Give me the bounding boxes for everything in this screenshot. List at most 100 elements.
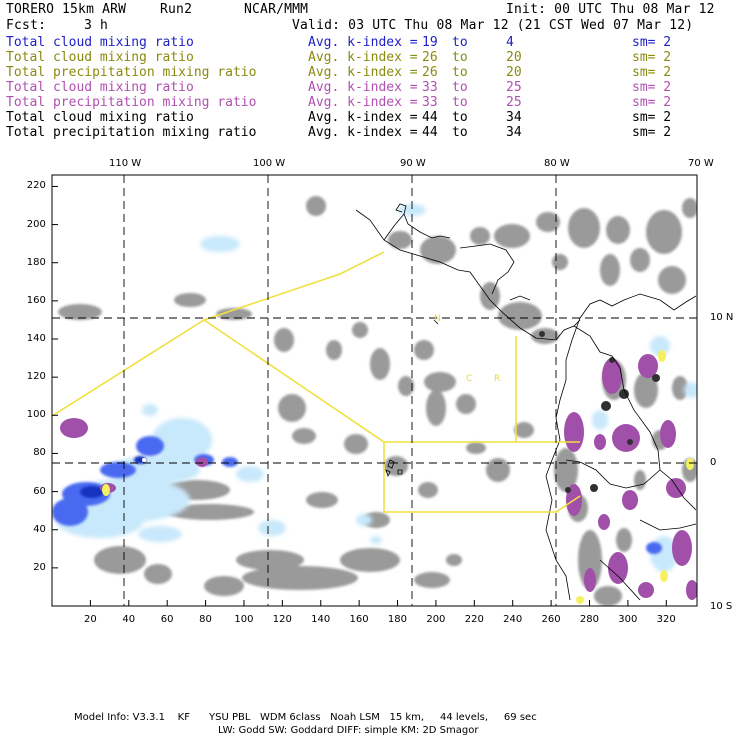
lat-label-0: 0 — [710, 457, 717, 468]
x-tick-label: 260 — [541, 614, 561, 625]
legend-to: to — [452, 95, 468, 110]
legend-to: to — [452, 125, 468, 140]
legend-k-end: 25 — [506, 95, 522, 110]
legend-field-name: Total cloud mixing ratio — [6, 110, 194, 125]
x-tick-label: 160 — [349, 614, 369, 625]
x-tick-label: 220 — [464, 614, 484, 625]
init-time: Init: 00 UTC Thu 08 Mar 12 — [506, 2, 715, 17]
map-fields — [52, 175, 697, 606]
map-border — [51, 174, 698, 607]
legend-avg-label: Avg. k-index = — [308, 95, 418, 110]
legend-k-end: 34 — [506, 110, 522, 125]
y-tick-label: 160 — [26, 294, 46, 306]
legend-k-end: 34 — [506, 125, 522, 140]
country-label-rica: R — [494, 374, 501, 384]
x-tick-label: 40 — [122, 614, 136, 625]
y-tick-label: 20 — [33, 561, 46, 573]
legend-k-start: 33 — [422, 80, 438, 95]
y-tick-label: 60 — [33, 485, 46, 497]
x-tick-label: 240 — [503, 614, 523, 625]
x-tick-label: 320 — [656, 614, 676, 625]
valid-time: Valid: 03 UTC Thu 08 Mar 12 (21 CST Wed … — [292, 18, 694, 33]
legend-k-start: 44 — [422, 125, 438, 140]
legend-k-start: 44 — [422, 110, 438, 125]
x-tick-label: 120 — [272, 614, 292, 625]
legend-smoothing: sm= 2 — [632, 125, 672, 140]
legend-smoothing: sm= 2 — [632, 80, 672, 95]
x-tick-label: 280 — [579, 614, 599, 625]
legend-smoothing: sm= 2 — [632, 95, 672, 110]
forecast-hours: 3 h — [84, 18, 109, 33]
legend-k-start: 26 — [422, 50, 438, 65]
lon-label-80w: 80 W — [544, 158, 570, 169]
lat-label-10n: 10 N — [710, 312, 734, 323]
legend-k-start: 33 — [422, 95, 438, 110]
lon-label-110w: 110 W — [109, 158, 142, 169]
x-tick-label: 200 — [426, 614, 446, 625]
legend-avg-label: Avg. k-index = — [308, 80, 418, 95]
nested-domain-outlines — [52, 251, 581, 513]
legend-k-end: 25 — [506, 80, 522, 95]
x-tick-label: 100 — [234, 614, 254, 625]
legend-to: to — [452, 65, 468, 80]
model-info-line2: LW: Godd SW: Goddard DIFF: simple KM: 2D… — [218, 725, 479, 736]
lat-lon-grid — [52, 175, 697, 606]
y-tick-label: 180 — [26, 256, 46, 268]
legend-k-start: 26 — [422, 65, 438, 80]
country-label-costa: C — [466, 374, 473, 384]
x-tick-label: 20 — [83, 614, 97, 625]
legend-to: to — [452, 110, 468, 125]
y-tick-label: 80 — [33, 447, 46, 459]
legend-avg-label: Avg. k-index = — [308, 50, 418, 65]
x-tick-label: 140 — [311, 614, 331, 625]
country-label-nicaragua: N — [434, 314, 441, 324]
lon-label-90w: 90 W — [400, 158, 426, 169]
legend-to: to — [452, 80, 468, 95]
x-tick-label: 180 — [387, 614, 408, 625]
model-name: TORERO — [6, 2, 55, 17]
legend-field-name: Total precipitation mixing ratio — [6, 125, 257, 140]
yellow-precip-field — [102, 350, 694, 604]
run-label: Run2 — [160, 2, 193, 17]
axis-tick-marks — [52, 185, 667, 606]
legend-k-end: 20 — [506, 50, 522, 65]
y-tick-label: 220 — [26, 180, 46, 192]
purple-cloud-field — [60, 354, 697, 600]
legend-k-end: 20 — [506, 65, 522, 80]
y-tick-label: 120 — [26, 371, 46, 383]
legend-avg-label: Avg. k-index = — [308, 35, 418, 50]
legend-k-end: 4 — [506, 35, 514, 50]
legend-field-name: Total precipitation mixing ratio — [6, 65, 257, 80]
lon-label-100w: 100 W — [253, 158, 286, 169]
legend-to: to — [452, 50, 468, 65]
legend-smoothing: sm= 2 — [632, 50, 672, 65]
x-tick-label: 80 — [199, 614, 212, 625]
legend-k-start: 19 — [422, 35, 438, 50]
y-tick-label: 200 — [26, 218, 46, 230]
x-tick-label: 300 — [618, 614, 638, 625]
model-resolution: 15km ARW — [62, 2, 127, 17]
model-info-line1: Model Info: V3.3.1 KF YSU PBL WDM 6class… — [74, 712, 537, 723]
y-tick-label: 140 — [26, 333, 46, 344]
legend-avg-label: Avg. k-index = — [308, 110, 418, 125]
legend-field-name: Total precipitation mixing ratio — [6, 95, 257, 110]
legend-to: to — [452, 35, 468, 50]
y-tick-label: 100 — [26, 409, 46, 421]
legend-field-name: Total cloud mixing ratio — [6, 80, 194, 95]
org-label: NCAR/MMM — [244, 2, 309, 17]
legend-field-name: Total cloud mixing ratio — [6, 35, 194, 50]
light-blue-cloud-field — [56, 204, 697, 572]
legend-smoothing: sm= 2 — [632, 35, 672, 50]
y-tick-label: 40 — [33, 523, 46, 535]
legend-smoothing: sm= 2 — [632, 65, 672, 80]
legend-avg-label: Avg. k-index = — [308, 65, 418, 80]
lon-label-70w: 70 W — [688, 158, 714, 169]
forecast-label: Fcst: — [6, 18, 47, 33]
legend-smoothing: sm= 2 — [632, 110, 672, 125]
x-tick-label: 60 — [160, 614, 174, 625]
dark-blue-cloud-field — [80, 456, 146, 498]
legend-avg-label: Avg. k-index = — [308, 125, 418, 140]
gray-cloud-field — [58, 196, 697, 606]
legend-field-name: Total cloud mixing ratio — [6, 50, 194, 65]
